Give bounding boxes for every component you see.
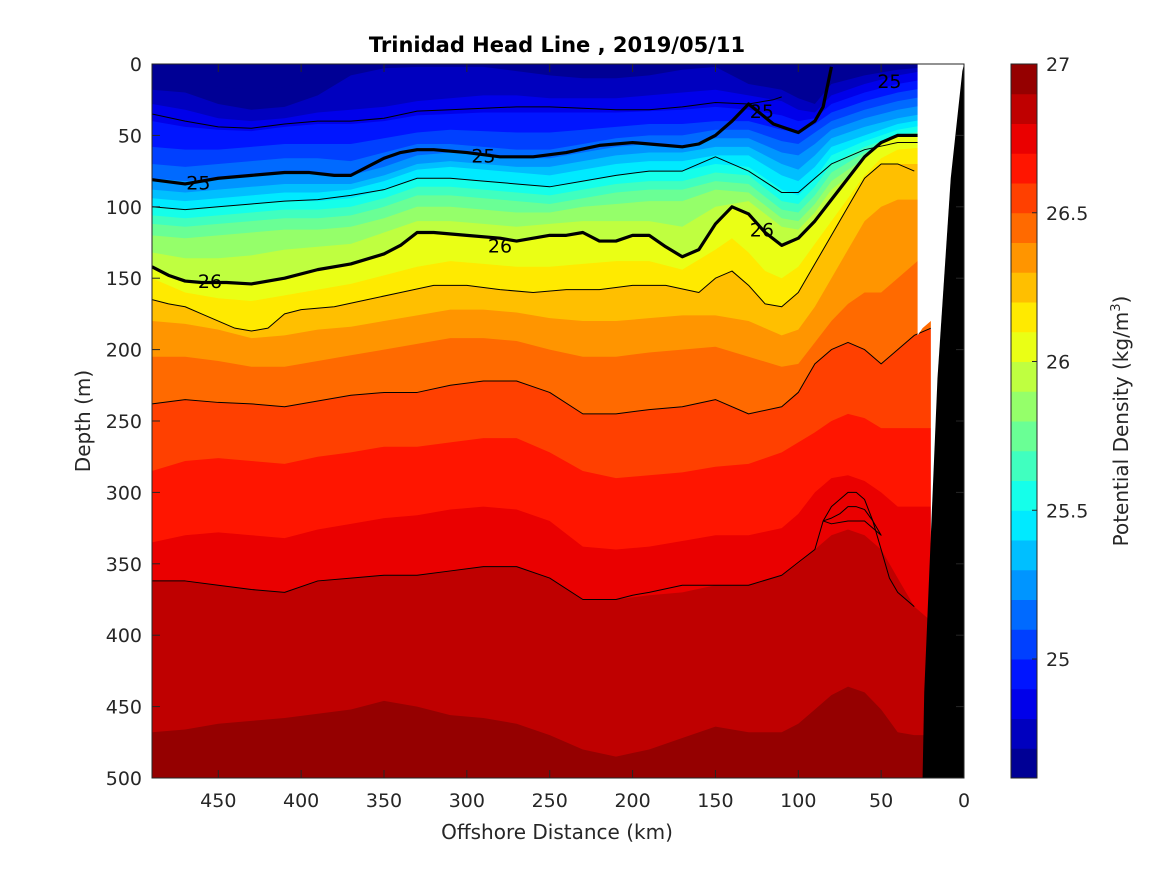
- contour-labels: 25 25 25 25 26 26 26: [186, 71, 901, 293]
- x-tick-label: 350: [366, 790, 402, 812]
- colorbar-swatch: [1011, 331, 1037, 362]
- y-tick-label: 500: [106, 768, 142, 790]
- contour-line: [822, 506, 882, 536]
- colorbar-swatch: [1011, 64, 1037, 95]
- x-tick-label: 400: [283, 790, 319, 812]
- colorbar-frame: [1010, 63, 1038, 779]
- x-tick-label: 0: [958, 790, 970, 812]
- colorbar-swatch: [1011, 659, 1037, 690]
- colorbar-swatch: [1011, 242, 1037, 273]
- contour-label: 26: [488, 235, 512, 257]
- x-axis: 450 400 350 300 250 200 150 100 50 0: [200, 64, 970, 812]
- colorbar-tick-label: 26: [1046, 352, 1070, 374]
- x-tick-label: 300: [449, 790, 485, 812]
- colorbar-swatch: [1011, 599, 1037, 630]
- x-tick-label: 250: [532, 790, 568, 812]
- filled-contour-bands: [152, 64, 964, 778]
- colorbar: 25 25.5 26 26.5 27: [1010, 54, 1088, 779]
- colorbar-swatch: [1011, 391, 1037, 422]
- x-tick-label: 100: [780, 790, 816, 812]
- contour-line: [152, 66, 833, 186]
- contour-line: [152, 133, 931, 286]
- y-tick-label: 450: [106, 697, 142, 719]
- contour-band: [152, 686, 964, 778]
- x-tick-label: 50: [869, 790, 893, 812]
- y-tick-label: 0: [130, 54, 142, 76]
- colorbar-tick-label: 27: [1046, 54, 1070, 76]
- contour-label: 25: [186, 173, 210, 195]
- contour-line: [152, 163, 915, 332]
- colorbar-tick-label: 25.5: [1046, 500, 1088, 522]
- colorbar-swatch: [1011, 123, 1037, 154]
- colorbar-swatch: [1011, 361, 1037, 392]
- y-tick-label: 400: [106, 625, 142, 647]
- colorbar-swatch: [1011, 421, 1037, 452]
- chart-title: Trinidad Head Line , 2019/05/11: [369, 33, 745, 57]
- contour-label: 25: [471, 145, 495, 167]
- colorbar-swatch: [1011, 748, 1037, 779]
- colorbar-swatch: [1011, 302, 1037, 333]
- colorbar-swatch: [1011, 153, 1037, 184]
- contour-label: 25: [877, 71, 901, 93]
- colorbar-swatch: [1011, 718, 1037, 749]
- y-tick-label: 150: [106, 268, 142, 290]
- colorbar-label: Potential Density (kg/m3): [1109, 296, 1133, 547]
- colorbar-swatch: [1011, 629, 1037, 660]
- contour-plot-area: 25 25 25 25 26 26 26: [152, 64, 964, 778]
- colorbar-swatch: [1011, 450, 1037, 481]
- y-axis-label: Depth (m): [71, 370, 95, 472]
- contour-lines: [152, 66, 932, 608]
- colorbar-swatch: [1011, 688, 1037, 719]
- contour-label: 26: [750, 220, 774, 242]
- colorbar-tick-label: 25: [1046, 649, 1070, 671]
- colorbar-swatch: [1011, 540, 1037, 571]
- x-tick-label: 200: [614, 790, 650, 812]
- contour-line: [152, 491, 915, 608]
- contour-label: 25: [750, 101, 774, 123]
- y-tick-label: 100: [106, 197, 142, 219]
- seafloor-mask: [922, 64, 964, 778]
- bathymetry-masks: [914, 64, 964, 778]
- y-axis: 0 50 100 150 200 250 300 350 400 450 500: [106, 54, 964, 790]
- y-tick-label: 200: [106, 340, 142, 362]
- contour-line: [152, 327, 932, 415]
- colorbar-swatch: [1011, 183, 1037, 214]
- colorbar-swatch: [1011, 510, 1037, 541]
- colorbar-swatch: [1011, 212, 1037, 243]
- contour-line: [152, 96, 782, 129]
- x-axis-label: Offshore Distance (km): [441, 820, 673, 844]
- colorbar-swatch: [1011, 480, 1037, 511]
- colorbar-swatch: [1011, 93, 1037, 124]
- colorbar-swatch: [1011, 272, 1037, 303]
- y-tick-label: 300: [106, 482, 142, 504]
- y-tick-label: 50: [118, 125, 142, 147]
- y-tick-label: 250: [106, 411, 142, 433]
- x-tick-label: 150: [697, 790, 733, 812]
- contour-line: [152, 142, 931, 211]
- x-tick-label: 450: [200, 790, 236, 812]
- contour-label: 26: [198, 271, 222, 293]
- colorbar-swatch: [1011, 569, 1037, 600]
- y-tick-label: 350: [106, 554, 142, 576]
- colorbar-tick-label: 26.5: [1046, 203, 1088, 225]
